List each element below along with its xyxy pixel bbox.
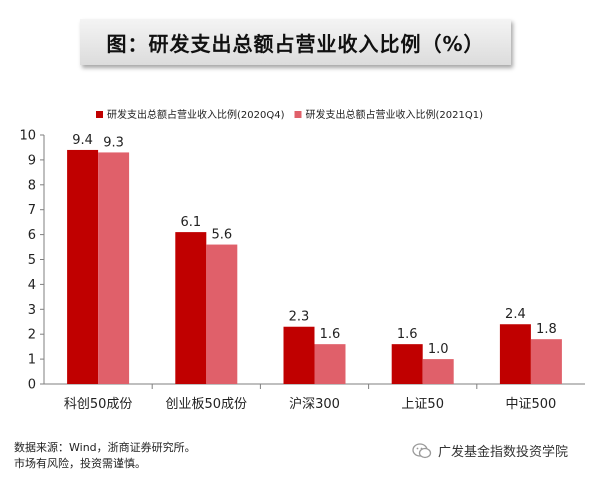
bar-series2-3 bbox=[422, 359, 454, 384]
data-label: 1.6 bbox=[397, 327, 418, 342]
data-label: 6.1 bbox=[180, 215, 201, 230]
title-banner: 图：研发支出总额占营业收入比例（%） bbox=[80, 19, 511, 65]
bar-series2-4 bbox=[530, 339, 562, 384]
bar-series1-4 bbox=[499, 324, 531, 384]
y-tick-label: 9 bbox=[28, 153, 36, 168]
bar-series1-2 bbox=[283, 326, 315, 384]
bar-series1-0 bbox=[67, 149, 99, 384]
data-label: 2.4 bbox=[505, 307, 526, 322]
y-tick-label: 2 bbox=[28, 328, 36, 343]
bar-series2-0 bbox=[98, 152, 130, 384]
data-label: 1.0 bbox=[428, 342, 449, 357]
x-tick-label: 创业板50成份 bbox=[166, 397, 248, 412]
x-tick-label: 上证50 bbox=[401, 397, 444, 412]
bar-chart: 研发支出总额占营业收入比例(2020Q4) 研发支出总额占营业收入比例(2021Q… bbox=[19, 108, 585, 412]
bar-series1-3 bbox=[391, 344, 423, 384]
data-label: 9.4 bbox=[72, 133, 93, 148]
y-tick-label: 3 bbox=[28, 303, 36, 318]
chart-title: 图：研发支出总额占营业收入比例（%） bbox=[106, 31, 485, 56]
brand-name: 广发基金指数投资学院 bbox=[438, 445, 569, 460]
data-label: 1.6 bbox=[320, 327, 341, 342]
legend-swatch-2 bbox=[294, 111, 302, 118]
bar-series1-1 bbox=[175, 232, 207, 384]
legend-swatch-1 bbox=[96, 111, 103, 118]
x-tick-label: 科创50成份 bbox=[64, 397, 133, 412]
brand-watermark: 广发基金指数投资学院 bbox=[412, 441, 568, 460]
y-tick-label: 7 bbox=[28, 203, 36, 218]
data-label: 1.8 bbox=[536, 322, 557, 337]
y-tick-label: 6 bbox=[28, 228, 36, 243]
data-label: 9.3 bbox=[103, 135, 124, 150]
y-tick-label: 10 bbox=[19, 129, 36, 144]
x-tick-label: 沪深300 bbox=[289, 396, 340, 412]
risk-note: 市场有风险，投资需谨慎。 bbox=[14, 457, 146, 470]
y-tick-label: 5 bbox=[28, 253, 36, 268]
y-tick-label: 8 bbox=[28, 178, 36, 193]
y-tick-label: 1 bbox=[28, 353, 36, 368]
wechat-icon bbox=[412, 442, 432, 458]
source-note: 数据来源：Wind，浙商证券研究所。 bbox=[14, 441, 196, 454]
data-label: 2.3 bbox=[289, 310, 310, 325]
bar-series2-1 bbox=[206, 244, 238, 384]
y-tick-label: 0 bbox=[28, 378, 36, 393]
bar-series2-2 bbox=[314, 344, 346, 384]
legend-label-2: 研发支出总额占营业收入比例(2021Q1) bbox=[306, 108, 484, 121]
legend-label-1: 研发支出总额占营业收入比例(2020Q4) bbox=[107, 108, 285, 121]
y-tick-label: 4 bbox=[28, 278, 36, 293]
data-label: 5.6 bbox=[211, 228, 232, 243]
x-tick-label: 中证500 bbox=[505, 397, 556, 412]
